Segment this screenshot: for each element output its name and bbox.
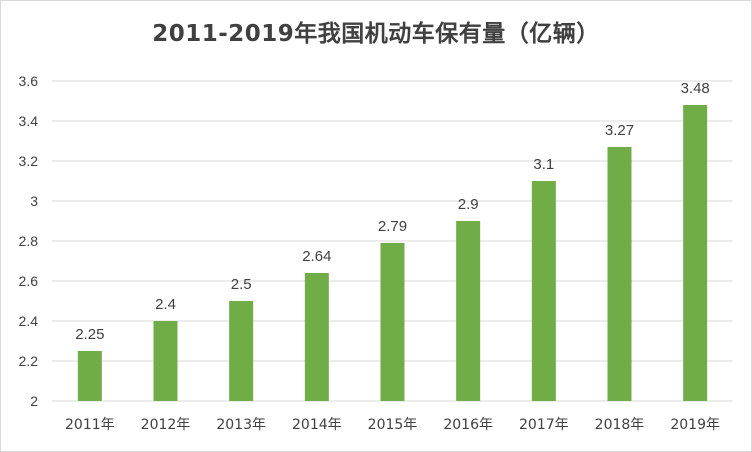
- bars: [77, 105, 708, 401]
- y-tick-label: 3.6: [19, 73, 39, 89]
- bar: [229, 301, 254, 401]
- bar: [304, 273, 329, 401]
- y-tick-label: 3: [30, 193, 38, 209]
- y-tick-label: 2.6: [19, 273, 39, 289]
- data-label: 2.9: [458, 196, 479, 213]
- y-tick-label: 2.8: [19, 233, 39, 249]
- bar: [456, 221, 481, 401]
- x-tick-label: 2014年: [292, 417, 342, 433]
- x-tick-label: 2019年: [670, 417, 720, 433]
- data-label: 2.4: [155, 296, 176, 313]
- y-axis-ticks: 2 2.2 2.4 2.6 2.8 3 3.2 3.4 3.6: [19, 73, 39, 409]
- x-tick-label: 2013年: [216, 417, 266, 433]
- data-label: 2.5: [231, 276, 252, 293]
- x-tick-label: 2015年: [368, 417, 418, 433]
- x-tick-label: 2017年: [519, 417, 569, 433]
- bar: [683, 105, 708, 401]
- y-tick-label: 2: [30, 393, 38, 409]
- x-tick-label: 2016年: [443, 417, 493, 433]
- x-tick-label: 2012年: [141, 417, 191, 433]
- data-label: 2.64: [302, 248, 331, 265]
- bar: [153, 321, 178, 401]
- data-label: 2.25: [75, 326, 104, 343]
- y-tick-label: 2.4: [19, 313, 39, 329]
- chart-title: 2011-2019年我国机动车保有量（亿辆）: [152, 21, 600, 47]
- bar: [380, 243, 405, 401]
- y-tick-label: 3.4: [19, 113, 39, 129]
- x-tick-label: 2018年: [595, 417, 645, 433]
- x-tick-label: 2011年: [65, 417, 115, 433]
- y-tick-label: 3.2: [19, 153, 39, 169]
- bar: [77, 351, 102, 401]
- data-label: 3.27: [605, 122, 634, 139]
- data-label: 3.1: [533, 156, 554, 173]
- data-label: 3.48: [681, 80, 710, 97]
- bar: [607, 147, 632, 401]
- y-tick-label: 2.2: [19, 353, 39, 369]
- data-labels: 2.25 2.4 2.5 2.64 2.79 2.9 3.1 3.27 3.48: [75, 80, 710, 343]
- data-label: 2.79: [378, 218, 407, 235]
- x-axis-ticks: 2011年 2012年 2013年 2014年 2015年 2016年 2017年 2018年…: [65, 417, 720, 433]
- bar: [531, 181, 556, 401]
